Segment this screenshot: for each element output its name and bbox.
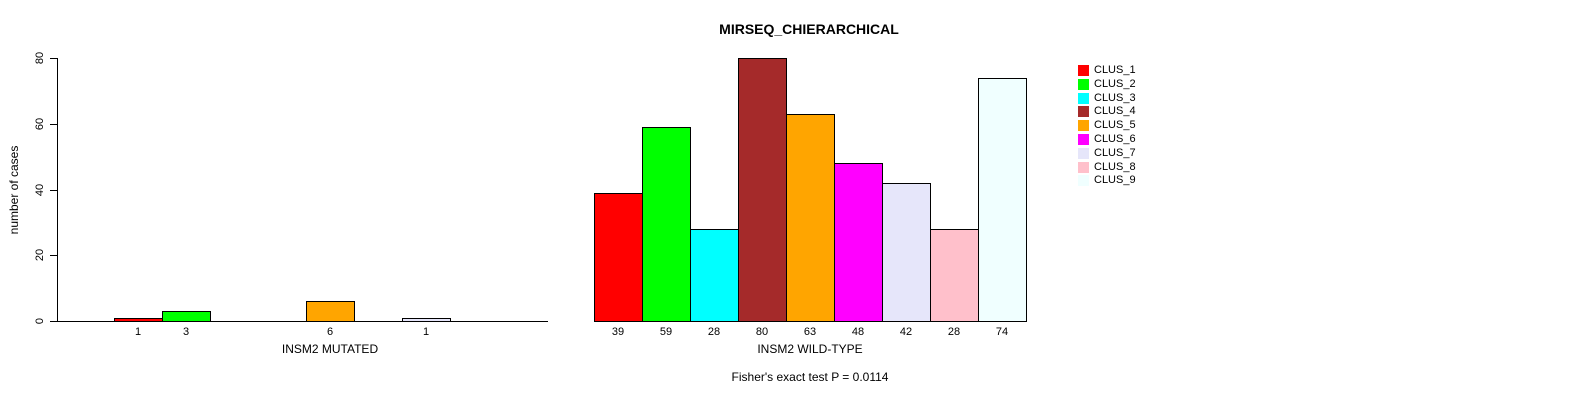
bar-value-label: 1	[422, 326, 430, 338]
bar-CLUS_4-wildtype	[738, 58, 787, 322]
y-axis-line	[57, 58, 58, 322]
bar-value-label: 74	[995, 326, 1009, 338]
y-tick-mark	[50, 255, 57, 256]
legend-swatch-CLUS_4	[1078, 106, 1089, 118]
y-tick-mark	[50, 190, 57, 191]
y-tick-label: 40	[34, 183, 46, 197]
y-tick-label: 60	[34, 117, 46, 131]
y-axis-title: number of cases	[7, 145, 21, 235]
fisher-test-annotation: Fisher's exact test P = 0.0114	[731, 370, 889, 384]
bar-CLUS_1-mutated	[114, 318, 163, 322]
bar-value-label: 48	[851, 326, 865, 338]
legend-swatch-CLUS_2	[1078, 78, 1089, 90]
y-tick-mark	[50, 124, 57, 125]
y-tick-label: 20	[34, 248, 46, 262]
bar-value-label: 3	[182, 326, 190, 338]
bar-value-label: 28	[707, 326, 721, 338]
legend-swatch-CLUS_8	[1078, 161, 1089, 173]
legend-label-CLUS_4: CLUS_4	[1094, 105, 1136, 118]
x-axis-title-wildtype: INSM2 WILD-TYPE	[757, 342, 863, 356]
bar-value-label: 28	[947, 326, 961, 338]
legend-swatch-CLUS_7	[1078, 147, 1089, 159]
bar-value-label: 39	[611, 326, 625, 338]
bar-CLUS_8-wildtype	[930, 229, 979, 322]
legend-label-CLUS_1: CLUS_1	[1094, 64, 1136, 76]
legend-label-CLUS_3: CLUS_3	[1094, 91, 1136, 104]
legend-label-CLUS_7: CLUS_7	[1094, 146, 1136, 159]
bar-CLUS_3-wildtype	[690, 229, 739, 322]
bar-value-label: 59	[659, 326, 673, 338]
y-tick-label: 0	[34, 317, 46, 325]
y-tick-label: 80	[34, 51, 46, 65]
bar-CLUS_1-wildtype	[594, 193, 643, 322]
bar-CLUS_6-wildtype	[834, 163, 883, 322]
bar-value-label: 42	[899, 326, 913, 338]
bar-CLUS_5-wildtype	[786, 114, 835, 322]
bar-value-label: 6	[326, 326, 334, 338]
bar-CLUS_9-wildtype	[978, 78, 1027, 322]
legend-swatch-CLUS_9	[1078, 175, 1089, 187]
x-axis-line-mutated	[57, 321, 548, 322]
bar-CLUS_2-mutated	[162, 311, 211, 322]
legend-label-CLUS_9: CLUS_9	[1094, 174, 1136, 187]
legend-swatch-CLUS_5	[1078, 120, 1089, 132]
legend-label-CLUS_6: CLUS_6	[1094, 133, 1136, 145]
legend-swatch-CLUS_6	[1078, 134, 1089, 145]
x-axis-title-mutated: INSM2 MUTATED	[281, 342, 379, 356]
y-tick-mark	[50, 58, 57, 59]
legend-label-CLUS_8: CLUS_8	[1094, 160, 1136, 173]
legend-swatch-CLUS_3	[1078, 92, 1089, 104]
bar-value-label: 80	[755, 326, 769, 338]
bar-CLUS_7-mutated	[402, 318, 451, 322]
bar-CLUS_5-mutated	[306, 301, 355, 322]
bar-value-label: 1	[134, 326, 142, 338]
bar-CLUS_7-wildtype	[882, 183, 931, 322]
legend-swatch-CLUS_1	[1078, 65, 1089, 76]
legend-label-CLUS_2: CLUS_2	[1094, 77, 1136, 90]
legend-label-CLUS_5: CLUS_5	[1094, 119, 1136, 132]
bar-value-label: 63	[803, 326, 817, 338]
chart-title: MIRSEQ_CHIERARCHICAL	[719, 21, 899, 37]
y-tick-mark	[50, 321, 57, 322]
bar-CLUS_2-wildtype	[642, 127, 691, 322]
